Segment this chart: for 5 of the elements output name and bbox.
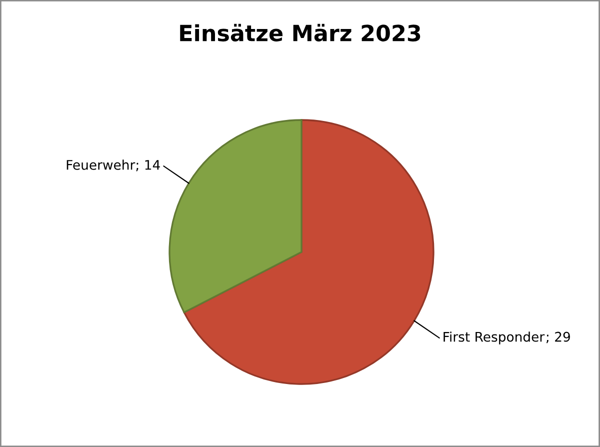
chart-title: Einsätze März 2023 bbox=[180, 24, 420, 42]
slice-label: Feuerwehr bbox=[66, 160, 136, 170]
data-label: ; 14 bbox=[136, 160, 160, 172]
slice-label: First Responder bbox=[444, 332, 545, 344]
data-label: ; 29 bbox=[546, 332, 570, 344]
